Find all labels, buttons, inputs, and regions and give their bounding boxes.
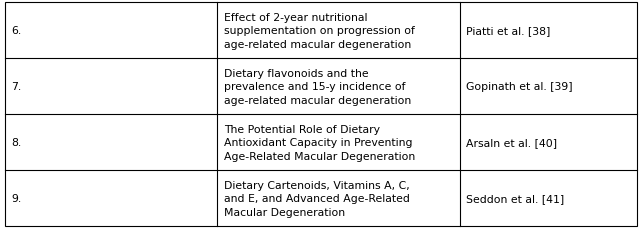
Text: Gopinath et al. [39]: Gopinath et al. [39] — [467, 82, 573, 92]
Text: Dietary Cartenoids, Vitamins A, C,
and E, and Advanced Age-Related
Macular Degen: Dietary Cartenoids, Vitamins A, C, and E… — [224, 180, 410, 217]
Text: 7.: 7. — [12, 82, 22, 92]
Text: 9.: 9. — [12, 194, 22, 204]
Text: 6.: 6. — [12, 26, 22, 36]
Text: Arsaln et al. [40]: Arsaln et al. [40] — [467, 138, 557, 148]
Text: 8.: 8. — [12, 138, 22, 148]
Text: The Potential Role of Dietary
Antioxidant Capacity in Preventing
Age-Related Mac: The Potential Role of Dietary Antioxidan… — [224, 124, 415, 161]
Text: Piatti et al. [38]: Piatti et al. [38] — [467, 26, 550, 36]
Text: Effect of 2-year nutritional
supplementation on progression of
age-related macul: Effect of 2-year nutritional supplementa… — [224, 13, 415, 50]
Text: Seddon et al. [41]: Seddon et al. [41] — [467, 194, 564, 204]
Text: Dietary flavonoids and the
prevalence and 15-y incidence of
age-related macular : Dietary flavonoids and the prevalence an… — [224, 69, 411, 106]
